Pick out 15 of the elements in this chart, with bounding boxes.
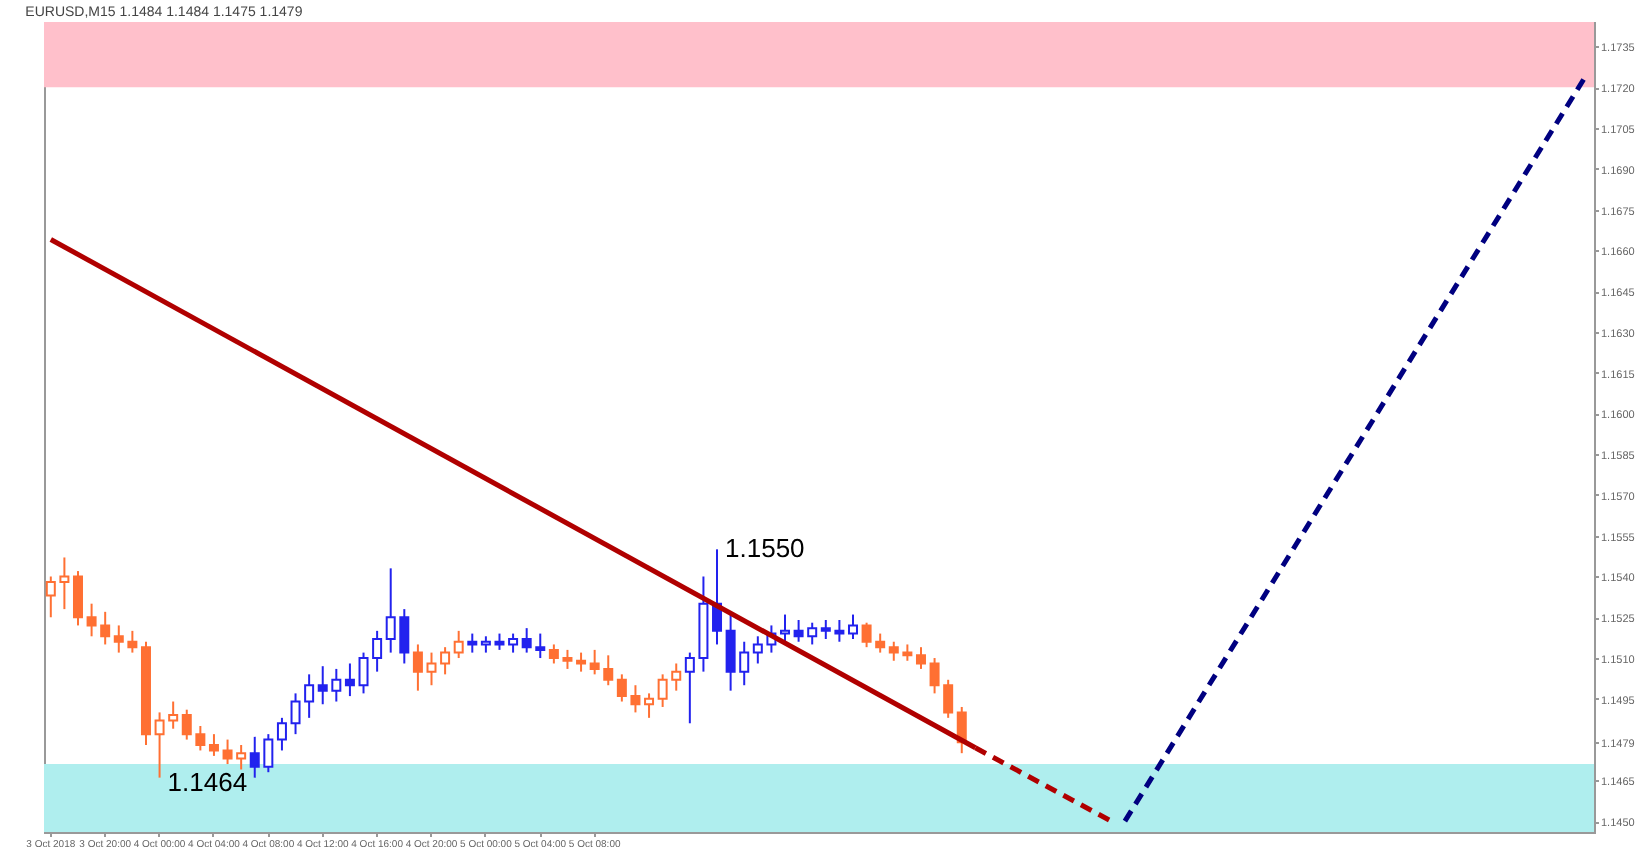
candlestick [915,646,926,670]
candlestick [412,643,423,692]
candlestick [467,632,478,654]
candlestick [453,629,464,660]
annotation: 1.1464 [167,767,248,798]
candlestick [208,733,219,757]
candlestick [508,632,519,654]
candlestick [847,613,858,641]
candlestick [344,662,355,698]
candlestick [72,570,83,627]
candlestick [276,716,287,752]
candlestick [644,692,655,719]
candlestick [576,651,587,673]
candlestick [780,613,791,646]
annotation: 1.1550 [725,533,805,564]
